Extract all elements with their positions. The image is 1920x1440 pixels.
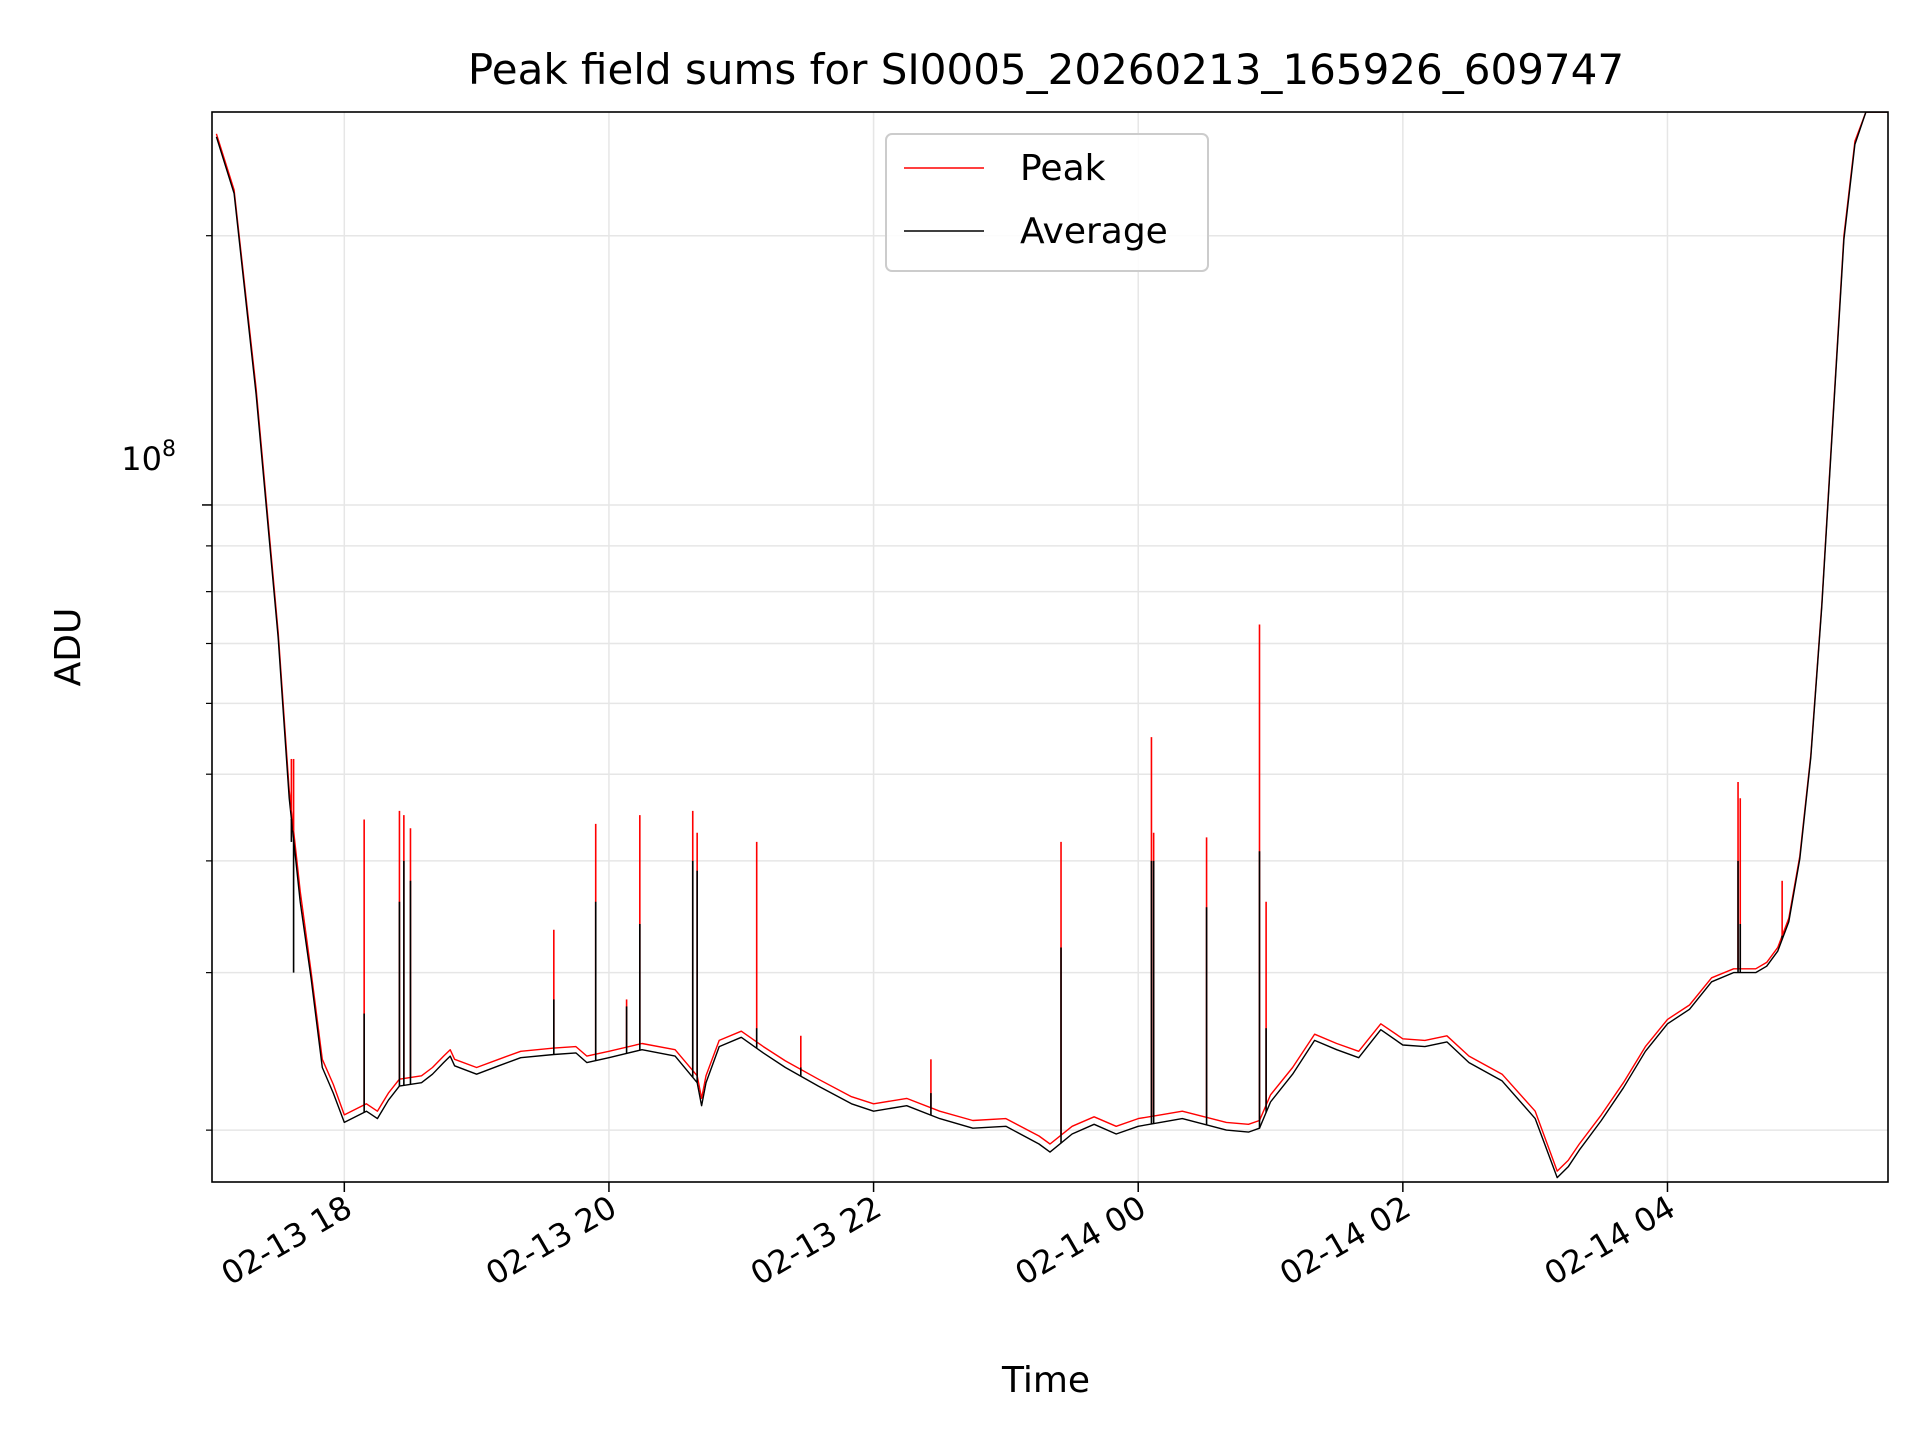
- legend: Peak Average: [885, 133, 1209, 272]
- y-axis-label: ADU: [48, 608, 89, 687]
- plot-frame: [211, 111, 1889, 1183]
- y-axis-ticks: [202, 235, 212, 1131]
- series-layer: [215, 112, 1888, 1179]
- y-tick-label-1e8: 108: [121, 437, 176, 478]
- legend-label-peak: Peak: [1020, 148, 1106, 189]
- legend-label-average: Average: [1020, 211, 1168, 252]
- grid: [212, 112, 1888, 1182]
- y-tick-label-base: 10: [121, 440, 162, 478]
- x-axis-label: Time: [1001, 1360, 1090, 1401]
- chart-title: Peak field sums for SI0005_20260213_1659…: [468, 45, 1624, 94]
- y-tick-label-exponent: 8: [162, 437, 176, 462]
